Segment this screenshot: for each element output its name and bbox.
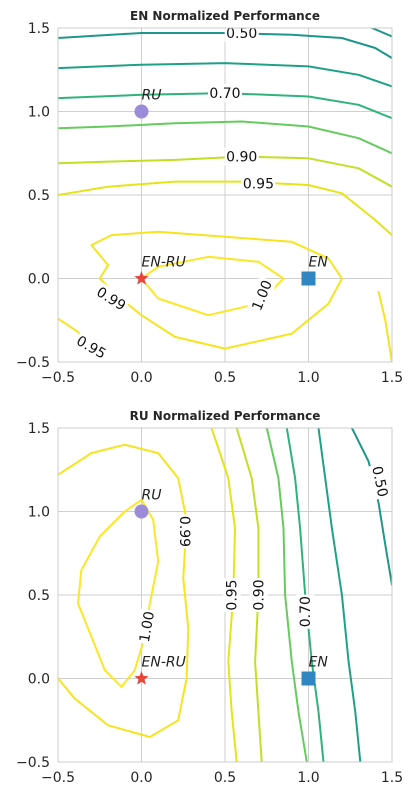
point-marker-en-ru [134,671,149,685]
point-marker-en [301,271,316,286]
contour-label: 0.70 [298,596,314,627]
contour-line [265,428,308,762]
contour-label-group: 1.00 [134,608,159,646]
contour-line [350,428,392,586]
contour-label-bg [296,594,315,629]
contour-label-group: 0.50 [367,462,392,500]
point-marker-ru [134,104,149,119]
contour-label-bg [134,608,159,646]
contour-label-bg [246,276,277,315]
x-tick-label: 1.0 [297,370,319,386]
chart-title: RU Normalized Performance [130,409,321,423]
point-marker-ru [134,504,149,519]
x-tick-label: 1.5 [381,370,403,386]
y-tick-label: 0.0 [28,272,50,288]
y-tick-label: 1.5 [28,421,50,437]
contour-label-group: 0.50 [224,26,259,42]
contour-label-bg [224,147,259,166]
point-marker-en-ru [134,271,149,285]
point-label: RU [142,488,162,504]
chart-title: EN Normalized Performance [130,9,320,23]
contour-line [317,428,362,762]
contour-label: 0.50 [368,465,390,499]
contour-line [58,62,392,88]
x-tick-label: 0.0 [130,370,152,386]
contour-line [58,443,190,738]
contour-line [371,28,392,38]
x-tick-label: −0.5 [41,370,75,386]
contour-line [140,255,285,317]
x-tick-label: −0.5 [41,770,75,786]
point-label: RU [142,88,162,104]
contour-label: 0.95 [225,579,241,610]
point-label: EN-RU [142,655,186,671]
x-tick-label: 1.5 [381,770,403,786]
contour-label: 0.90 [226,150,257,166]
point-label: EN-RU [142,255,186,271]
y-tick-label: 0.0 [28,672,50,688]
contour-label-bg [72,330,111,362]
y-tick-label: −0.5 [16,755,50,771]
contour-label-group: 0.99 [175,514,194,549]
contour-line [90,230,343,350]
contour-label: 0.70 [209,86,240,102]
y-tick-label: 1.0 [28,105,50,121]
y-tick-label: 1.0 [28,505,50,521]
chart-1: 0.50 0.99 1.00 0.95 0.90 0.70 RU EN EN-RU RU Norm… [16,409,403,786]
x-tick-label: 0.0 [130,770,152,786]
contour-label: 0.95 [243,176,274,192]
contour-label-bg [175,514,194,549]
contour-label-bg [224,28,259,42]
point-label: EN [309,655,329,671]
contour-label-bg [208,84,242,103]
contour-label: 0.99 [176,516,192,547]
y-tick-label: 0.5 [28,588,50,604]
point-marker-en [301,671,316,686]
contour-label-bg [367,462,392,500]
contour-line [377,290,392,362]
contour-label-bg [241,174,276,193]
contour-line [58,32,392,60]
plot-frame [57,27,393,363]
contour-line [58,92,392,120]
contour-label-group: 0.70 [296,594,315,629]
contour-label-group: 0.90 [249,578,268,612]
chart-0: 0.500.700.900.950.99 1.000.95RUENEN-RUEN … [16,9,403,386]
contour-label-group: 0.90 [224,147,259,166]
contour-label: 0.50 [226,26,257,42]
contour-label-group: 0.70 [208,84,242,103]
contour-label-group: 0.95 [222,578,241,612]
plot-frame [57,427,393,763]
contour-label: 1.00 [137,610,158,643]
y-tick-label: 1.5 [28,21,50,37]
contour-group: 0.500.700.900.950.99 1.000.95 [58,26,392,362]
contour-label-bg [222,578,241,612]
contour-line [77,498,160,688]
y-tick-label: −0.5 [16,355,50,371]
contour-label-group: 0.95 [241,174,276,193]
point-label: EN [309,255,329,271]
x-tick-label: 1.0 [297,770,319,786]
contour-line [58,120,392,155]
x-tick-label: 0.5 [214,770,236,786]
y-tick-label: 0.5 [28,188,50,204]
contour-label-bg [92,281,131,316]
x-tick-label: 0.5 [214,370,236,386]
contour-label: 0.90 [251,579,267,610]
contour-group: 0.50 0.99 1.00 0.95 0.90 0.70 [58,428,392,762]
contour-label-bg [249,578,268,612]
